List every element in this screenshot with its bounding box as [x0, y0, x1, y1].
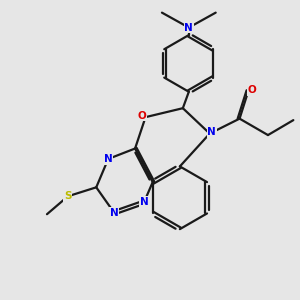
Text: N: N — [104, 154, 112, 164]
Text: N: N — [207, 127, 216, 137]
Text: O: O — [248, 85, 256, 95]
Text: O: O — [138, 111, 146, 121]
Text: N: N — [110, 208, 118, 218]
Text: N: N — [184, 22, 193, 33]
Text: S: S — [64, 191, 72, 201]
Text: N: N — [140, 197, 148, 207]
